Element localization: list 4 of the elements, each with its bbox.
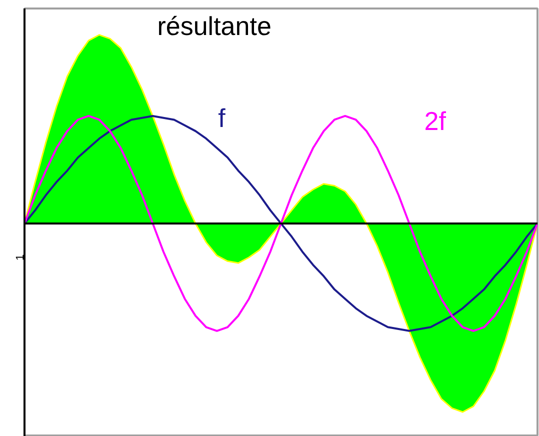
series-label: résultante bbox=[157, 10, 272, 41]
series-label: 2f bbox=[424, 106, 447, 136]
annotation: 1 bbox=[14, 254, 26, 260]
series-label: f bbox=[218, 102, 226, 133]
